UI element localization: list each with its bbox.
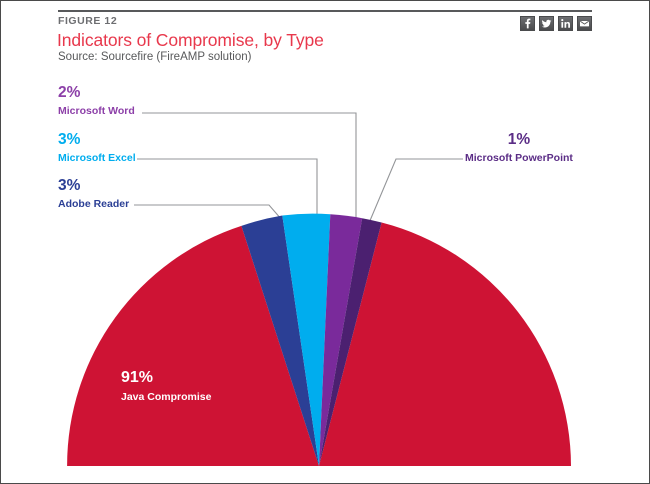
linkedin-icon xyxy=(560,18,571,29)
facebook-icon xyxy=(522,18,533,29)
callout-microsoft-powerpoint: 1% Microsoft PowerPoint xyxy=(465,132,573,163)
callout-adobe-percent: 3% xyxy=(58,177,81,194)
callout-powerpoint-percent: 1% xyxy=(507,131,531,148)
callout-adobe-reader: 3% Adobe Reader xyxy=(58,178,129,209)
leader-line-powerpoint xyxy=(368,158,463,224)
facebook-share-button[interactable] xyxy=(520,16,535,31)
twitter-icon xyxy=(541,18,552,29)
callout-java-label: Java Compromise xyxy=(121,391,212,403)
callout-excel-label: Microsoft Excel xyxy=(58,151,136,164)
twitter-share-button[interactable] xyxy=(539,16,554,31)
callout-adobe-label: Adobe Reader xyxy=(58,197,130,210)
callout-microsoft-excel: 3% Microsoft Excel xyxy=(58,132,136,163)
leader-line-word xyxy=(142,112,357,223)
leader-line-excel xyxy=(137,158,318,222)
pie-slices xyxy=(67,213,571,466)
figure-number: FIGURE 12 xyxy=(58,15,118,27)
callout-powerpoint-label: Microsoft PowerPoint xyxy=(465,151,573,164)
social-share-bar xyxy=(520,16,592,31)
callout-java-compromise: 91% Java Compromise xyxy=(121,370,211,403)
callout-java-percent: 91% xyxy=(121,369,154,386)
pie-slice-java-compromise-right xyxy=(319,222,571,466)
pie-slice-microsoft-excel xyxy=(282,213,331,466)
callout-microsoft-word: 2% Microsoft Word xyxy=(58,85,135,116)
leader-line-adobe xyxy=(134,204,283,221)
pie-slice-microsoft-word xyxy=(319,214,363,466)
pie-slice-java-compromise xyxy=(67,225,319,466)
linkedin-share-button[interactable] xyxy=(558,16,573,31)
callout-word-percent: 2% xyxy=(58,84,81,101)
email-share-button[interactable] xyxy=(577,16,592,31)
callout-word-label: Microsoft Word xyxy=(58,104,135,117)
header-rule xyxy=(58,10,592,12)
pie-slice-microsoft-powerpoint xyxy=(319,218,382,466)
page-title: Indicators of Compromise, by Type xyxy=(57,30,324,50)
mail-icon xyxy=(579,18,590,29)
pie-slice-adobe-reader xyxy=(241,215,319,466)
callout-excel-percent: 3% xyxy=(58,131,81,148)
figure-source: Source: Sourcefire (FireAMP solution) xyxy=(58,51,252,63)
leader-lines xyxy=(134,112,463,224)
